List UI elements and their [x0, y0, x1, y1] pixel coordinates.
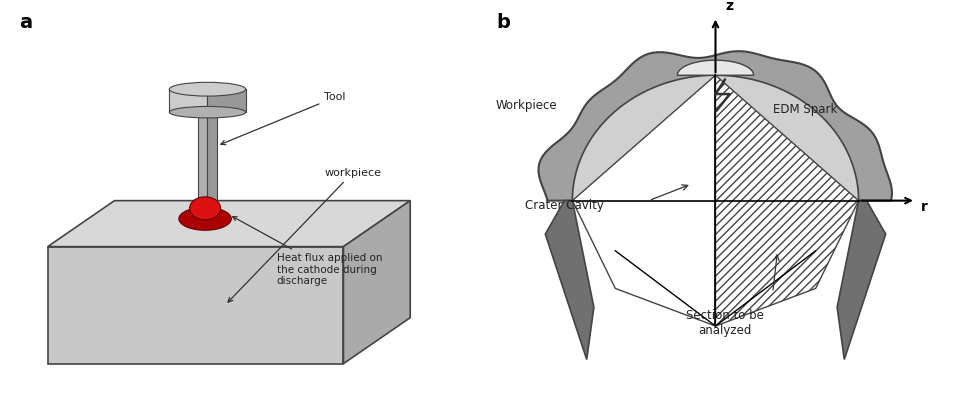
Ellipse shape: [179, 207, 231, 230]
Text: EDM Spark: EDM Spark: [772, 103, 836, 116]
Polygon shape: [545, 201, 593, 359]
Polygon shape: [572, 75, 715, 326]
Text: Section to be
analyzed: Section to be analyzed: [685, 309, 763, 337]
Polygon shape: [837, 201, 884, 359]
Text: Tool: Tool: [221, 92, 346, 145]
Polygon shape: [537, 51, 891, 201]
Text: Crater Cavity: Crater Cavity: [524, 199, 603, 212]
Text: b: b: [496, 13, 510, 31]
Polygon shape: [197, 112, 208, 208]
Polygon shape: [572, 75, 858, 201]
Polygon shape: [208, 89, 246, 112]
Polygon shape: [208, 112, 216, 208]
Text: Workpiece: Workpiece: [496, 99, 558, 112]
Ellipse shape: [190, 197, 220, 220]
Ellipse shape: [170, 107, 246, 118]
Polygon shape: [48, 201, 410, 247]
Polygon shape: [343, 201, 410, 364]
Text: workpiece: workpiece: [228, 168, 381, 302]
Text: r: r: [920, 200, 926, 214]
Polygon shape: [48, 247, 343, 364]
Text: z: z: [724, 0, 732, 13]
Polygon shape: [715, 75, 858, 326]
Polygon shape: [677, 60, 753, 75]
Ellipse shape: [170, 82, 246, 96]
Polygon shape: [170, 89, 208, 112]
Text: a: a: [19, 13, 32, 31]
Text: Heat flux applied on
the cathode during
discharge: Heat flux applied on the cathode during …: [233, 217, 382, 286]
